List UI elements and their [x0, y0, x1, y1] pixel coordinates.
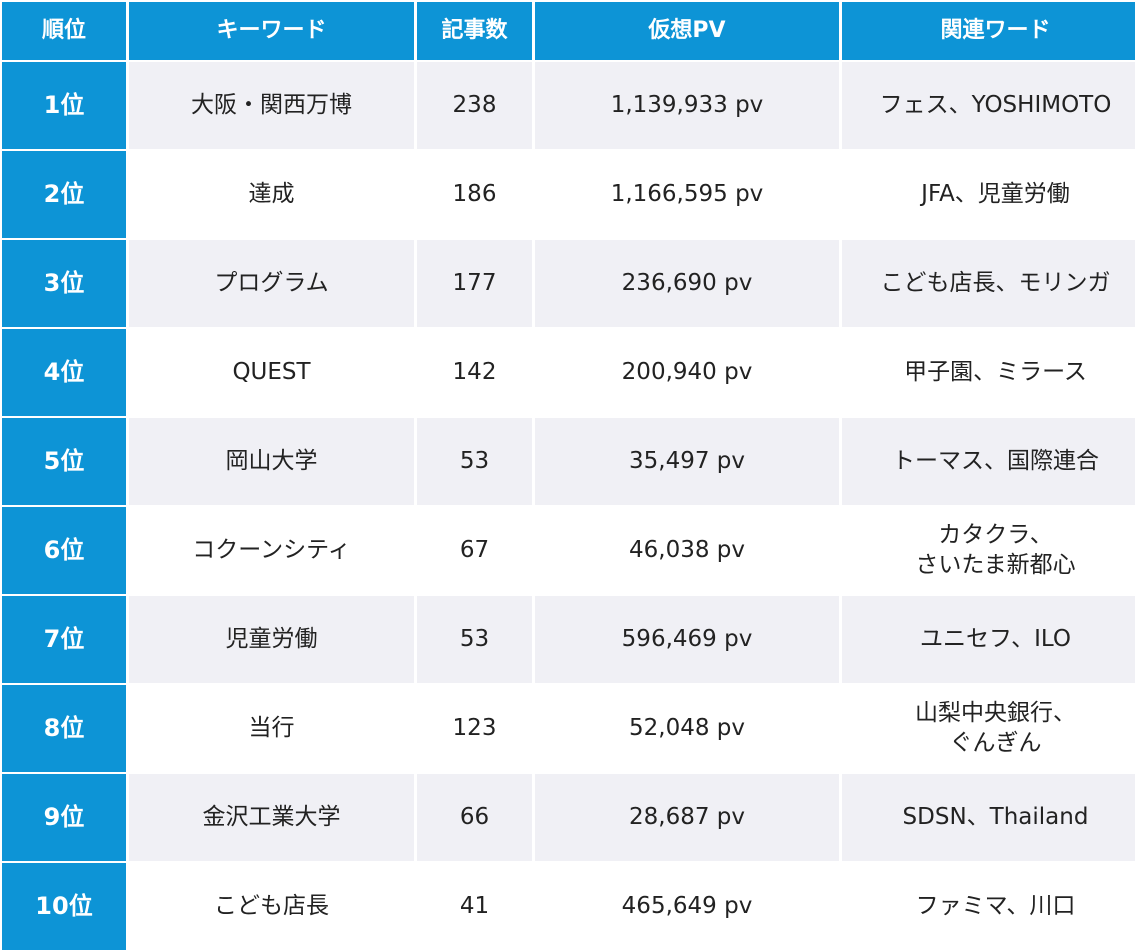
- keyword-cell: 当行: [129, 685, 414, 772]
- keyword-cell: 児童労働: [129, 596, 414, 683]
- articles-cell: 177: [417, 240, 532, 327]
- pv-cell: 200,940 pv: [535, 329, 839, 416]
- articles-cell: 67: [417, 507, 532, 594]
- header-keyword: キーワード: [129, 2, 414, 60]
- related-cell: フェス、YOSHIMOTO: [842, 62, 1135, 149]
- keyword-cell: コクーンシティ: [129, 507, 414, 594]
- pv-cell: 35,497 pv: [535, 418, 839, 505]
- articles-cell: 66: [417, 774, 532, 861]
- rank-cell: 5位: [2, 418, 126, 505]
- rank-cell: 1位: [2, 62, 126, 149]
- articles-cell: 186: [417, 151, 532, 238]
- pv-cell: 1,139,933 pv: [535, 62, 839, 149]
- keyword-cell: こども店長: [129, 863, 414, 950]
- rank-cell: 2位: [2, 151, 126, 238]
- related-cell: こども店長、モリンガ: [842, 240, 1135, 327]
- rank-cell: 7位: [2, 596, 126, 683]
- header-rank: 順位: [2, 2, 126, 60]
- articles-cell: 238: [417, 62, 532, 149]
- articles-cell: 142: [417, 329, 532, 416]
- related-cell: JFA、児童労働: [842, 151, 1135, 238]
- related-cell: カタクラ、 さいたま新都心: [842, 507, 1135, 594]
- rank-cell: 8位: [2, 685, 126, 772]
- related-cell: 甲子園、ミラース: [842, 329, 1135, 416]
- rank-cell: 4位: [2, 329, 126, 416]
- related-cell: トーマス、国際連合: [842, 418, 1135, 505]
- keyword-cell: 金沢工業大学: [129, 774, 414, 861]
- articles-cell: 53: [417, 418, 532, 505]
- pv-cell: 596,469 pv: [535, 596, 839, 683]
- rank-cell: 9位: [2, 774, 126, 861]
- keyword-cell: 岡山大学: [129, 418, 414, 505]
- related-cell: ユニセフ、ILO: [842, 596, 1135, 683]
- rank-cell: 3位: [2, 240, 126, 327]
- related-cell: SDSN、Thailand: [842, 774, 1135, 861]
- articles-cell: 123: [417, 685, 532, 772]
- header-virtual-pv: 仮想PV: [535, 2, 839, 60]
- pv-cell: 46,038 pv: [535, 507, 839, 594]
- related-cell: ファミマ、川口: [842, 863, 1135, 950]
- pv-cell: 1,166,595 pv: [535, 151, 839, 238]
- articles-cell: 41: [417, 863, 532, 950]
- keyword-cell: 大阪・関西万博: [129, 62, 414, 149]
- rank-cell: 10位: [2, 863, 126, 950]
- articles-cell: 53: [417, 596, 532, 683]
- pv-cell: 236,690 pv: [535, 240, 839, 327]
- related-cell: 山梨中央銀行、 ぐんぎん: [842, 685, 1135, 772]
- rank-cell: 6位: [2, 507, 126, 594]
- keyword-cell: プログラム: [129, 240, 414, 327]
- keyword-cell: QUEST: [129, 329, 414, 416]
- pv-cell: 28,687 pv: [535, 774, 839, 861]
- header-articles: 記事数: [417, 2, 532, 60]
- header-related-words: 関連ワード: [842, 2, 1135, 60]
- pv-cell: 52,048 pv: [535, 685, 839, 772]
- keyword-cell: 達成: [129, 151, 414, 238]
- pv-cell: 465,649 pv: [535, 863, 839, 950]
